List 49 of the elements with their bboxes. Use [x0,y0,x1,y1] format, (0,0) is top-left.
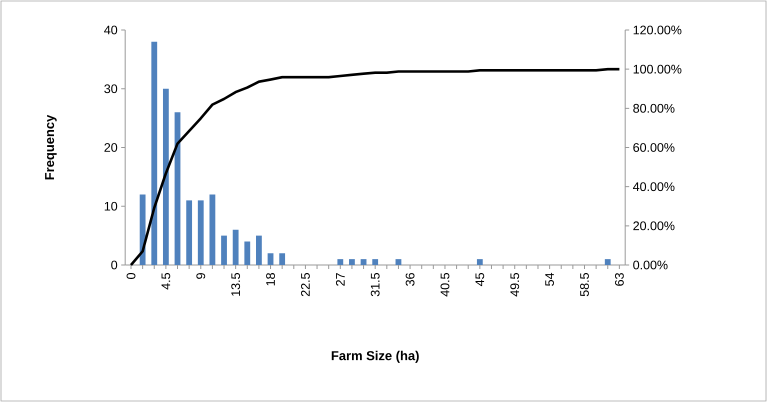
y-tick-label: 20 [104,143,118,152]
x-tick-label: 22.5 [301,273,310,296]
x-tick-label: 54 [545,272,554,286]
y2-tick-label: 20.00% [633,221,674,230]
bar [221,236,227,265]
bar [279,253,286,265]
y2-tick-label: 0.00% [633,260,668,270]
y2-tick-label: 100.00% [634,64,682,74]
bar [140,194,146,265]
bar [186,200,192,265]
y2-tick-label: 120.00% [634,26,682,34]
bar [349,259,355,265]
bar [198,200,204,265]
x-tick-label: 31.5 [370,273,380,296]
bar [162,88,169,265]
bar [232,230,239,265]
y2-tick-label: 40.00% [632,182,674,192]
x-tick-label: 49.5 [510,273,520,296]
x-tick-label: 58.5 [580,273,589,296]
bar [476,259,483,265]
bar [268,253,274,265]
x-tick-label: 45 [476,273,484,286]
y-tick-label: 30 [104,84,118,94]
y2-tick-label: 60.00% [633,143,674,152]
x-tick-label: 27 [336,273,345,286]
x-tick-label: 63 [614,273,624,286]
x-tick-label: 40.5 [440,273,450,296]
bar [244,242,250,265]
bar [209,194,216,265]
y-axis-title: Frequency [45,114,57,180]
bar [151,42,158,265]
bar [337,259,344,265]
y-tick-label: 10 [104,202,118,211]
bar [174,112,180,265]
y2-tick-label: 80.00% [633,104,674,113]
bar [360,259,366,265]
x-axis-title: Farm Size (ha) [332,350,419,363]
bar [604,259,611,265]
y-tick-label: 40 [104,26,118,34]
x-tick-label: 0 [126,273,136,279]
y-tick-label: 0 [111,260,118,270]
x-tick-label: 4.5 [162,273,170,290]
x-tick-label: 13.5 [231,273,240,296]
x-tick-label: 18 [266,273,275,286]
x-tick-label: 36 [406,273,414,286]
bar [372,259,378,265]
bar [256,236,262,265]
bar [396,259,402,265]
x-tick-label: 9 [196,273,206,279]
